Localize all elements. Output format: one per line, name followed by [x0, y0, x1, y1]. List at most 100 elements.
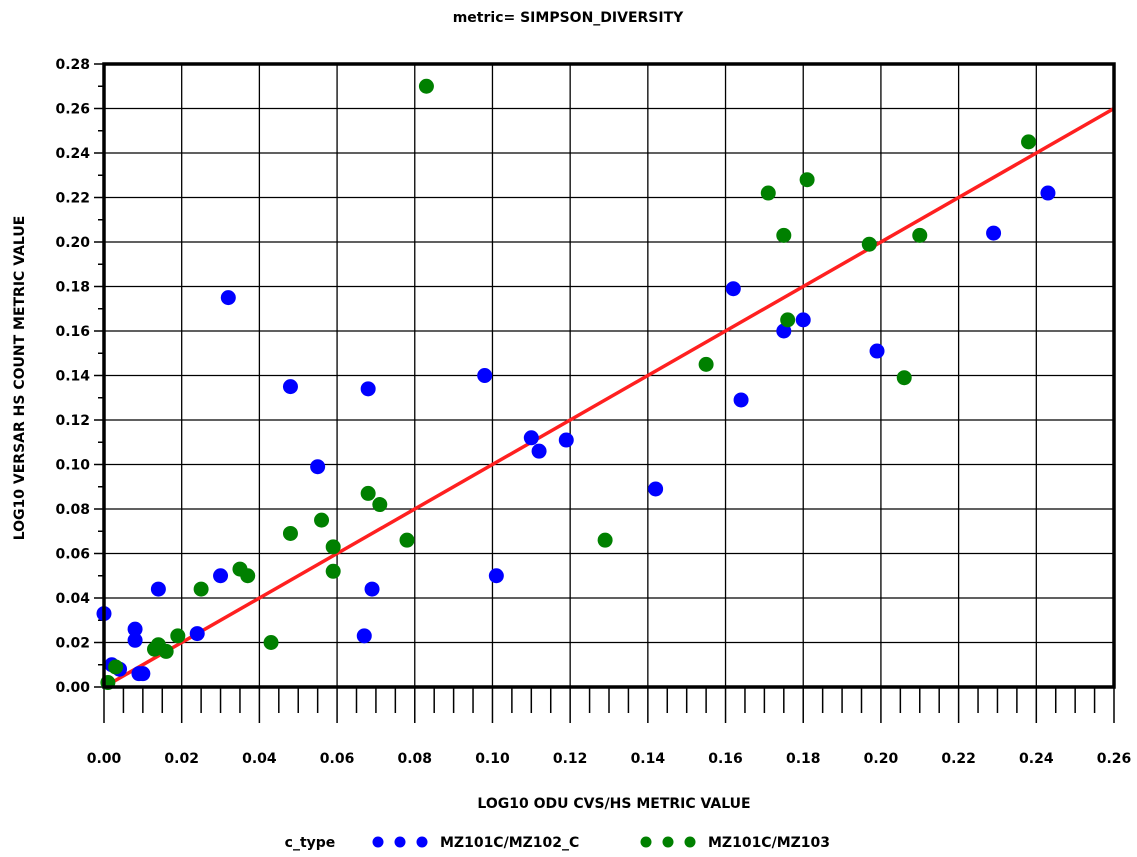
- data-point: [648, 481, 664, 497]
- x-tick-labels: 0.00 0.02 0.04 0.06 0.08 0.10 0.12 0.14 0.16 0.18…: [87, 751, 1132, 767]
- data-point: [372, 497, 388, 513]
- data-point: [795, 312, 811, 328]
- data-point: [127, 632, 143, 648]
- chart-title: metric= SIMPSON_DIVERSITY: [453, 10, 684, 26]
- data-point: [364, 581, 380, 597]
- series-1: [96, 185, 1056, 682]
- y-tick-label: 0.12: [55, 413, 90, 429]
- legend-label: MZ101C/MZ102_C: [440, 835, 579, 851]
- y-tick-label: 0.20: [55, 235, 90, 251]
- x-tick-label: 0.06: [320, 751, 355, 767]
- data-point: [282, 379, 298, 395]
- data-point: [282, 525, 298, 541]
- data-point: [986, 225, 1002, 241]
- x-tick-label: 0.18: [786, 751, 821, 767]
- legend-marker: [394, 836, 406, 848]
- y-tick-label: 0.02: [55, 636, 90, 652]
- data-point: [418, 78, 434, 94]
- data-point: [558, 432, 574, 448]
- data-point: [314, 512, 330, 528]
- data-point: [170, 628, 186, 644]
- data-point: [597, 532, 613, 548]
- x-tick-label: 0.24: [1019, 751, 1054, 767]
- y-tick-label: 0.18: [55, 280, 90, 296]
- data-point: [1021, 134, 1037, 150]
- data-point: [776, 227, 792, 243]
- x-tick-label: 0.10: [475, 751, 510, 767]
- y-axis-label: LOG10 VERSAR HS COUNT METRIC VALUE: [12, 216, 28, 541]
- y-tick-label: 0.28: [55, 57, 90, 73]
- y-tick-label: 0.16: [55, 324, 90, 340]
- y-tick-label: 0.08: [55, 502, 90, 518]
- x-tick-label: 0.12: [553, 751, 588, 767]
- legend: c_type MZ101C/MZ102_C MZ101C/MZ103: [285, 835, 830, 851]
- y-tick-labels: 0.00 0.02 0.04 0.06 0.08 0.10 0.12 0.14 0.16 0.18…: [55, 57, 90, 696]
- x-tick-label: 0.16: [708, 751, 743, 767]
- y-tick-label: 0.14: [55, 369, 90, 385]
- data-point: [193, 581, 209, 597]
- y-tick-label: 0.24: [55, 146, 90, 162]
- data-point: [780, 312, 796, 328]
- data-point: [698, 356, 714, 372]
- x-axis-label: LOG10 ODU CVS/HS METRIC VALUE: [477, 796, 750, 812]
- data-point: [523, 430, 539, 446]
- data-point: [127, 621, 143, 637]
- axis-ticks: [94, 63, 1115, 723]
- legend-items: MZ101C/MZ102_C MZ101C/MZ103: [372, 835, 830, 851]
- data-point: [220, 290, 236, 306]
- data-point: [760, 185, 776, 201]
- data-point: [135, 666, 151, 682]
- legend-marker: [416, 836, 428, 848]
- data-points: [96, 78, 1056, 691]
- legend-marker: [372, 836, 384, 848]
- data-point: [531, 443, 547, 459]
- data-point: [912, 227, 928, 243]
- x-tick-label: 0.26: [1097, 751, 1132, 767]
- data-point: [1040, 185, 1056, 201]
- data-point: [356, 628, 372, 644]
- x-tick-label: 0.02: [164, 751, 199, 767]
- data-point: [360, 381, 376, 397]
- y-tick-label: 0.04: [55, 591, 90, 607]
- data-point: [399, 532, 415, 548]
- x-tick-label: 0.00: [87, 751, 122, 767]
- data-point: [263, 635, 279, 650]
- grid-lines: [103, 63, 1115, 688]
- y-tick-label: 0.10: [55, 458, 90, 474]
- y-tick-label: 0.26: [55, 102, 90, 118]
- x-tick-label: 0.22: [941, 751, 976, 767]
- data-point: [488, 568, 504, 584]
- data-point: [896, 370, 912, 386]
- data-point: [325, 563, 341, 579]
- data-point: [189, 626, 205, 642]
- data-point: [725, 281, 741, 297]
- data-point: [213, 568, 229, 584]
- plot-frame: [102, 62, 1116, 689]
- data-point: [799, 172, 815, 188]
- legend-label: MZ101C/MZ103: [708, 835, 830, 851]
- y-tick-label: 0.22: [55, 191, 90, 207]
- data-point: [310, 459, 326, 475]
- data-point: [240, 568, 256, 584]
- data-point: [150, 581, 166, 597]
- series-2: [100, 78, 1037, 691]
- data-point: [158, 643, 174, 659]
- y-tick-label: 0.00: [55, 680, 90, 696]
- data-point: [869, 343, 885, 359]
- y-tick-label: 0.06: [55, 547, 90, 563]
- x-tick-label: 0.04: [242, 751, 277, 767]
- x-tick-label: 0.08: [397, 751, 432, 767]
- data-point: [477, 368, 493, 383]
- reference-line: [103, 106, 1115, 689]
- data-point: [861, 236, 877, 252]
- legend-marker: [640, 836, 652, 848]
- data-point: [325, 539, 341, 555]
- legend-marker: [684, 836, 696, 848]
- data-point: [733, 392, 749, 408]
- x-tick-label: 0.14: [631, 751, 666, 767]
- legend-title: c_type: [285, 835, 336, 851]
- legend-marker: [662, 836, 674, 848]
- data-point: [108, 659, 124, 675]
- data-point: [360, 485, 376, 501]
